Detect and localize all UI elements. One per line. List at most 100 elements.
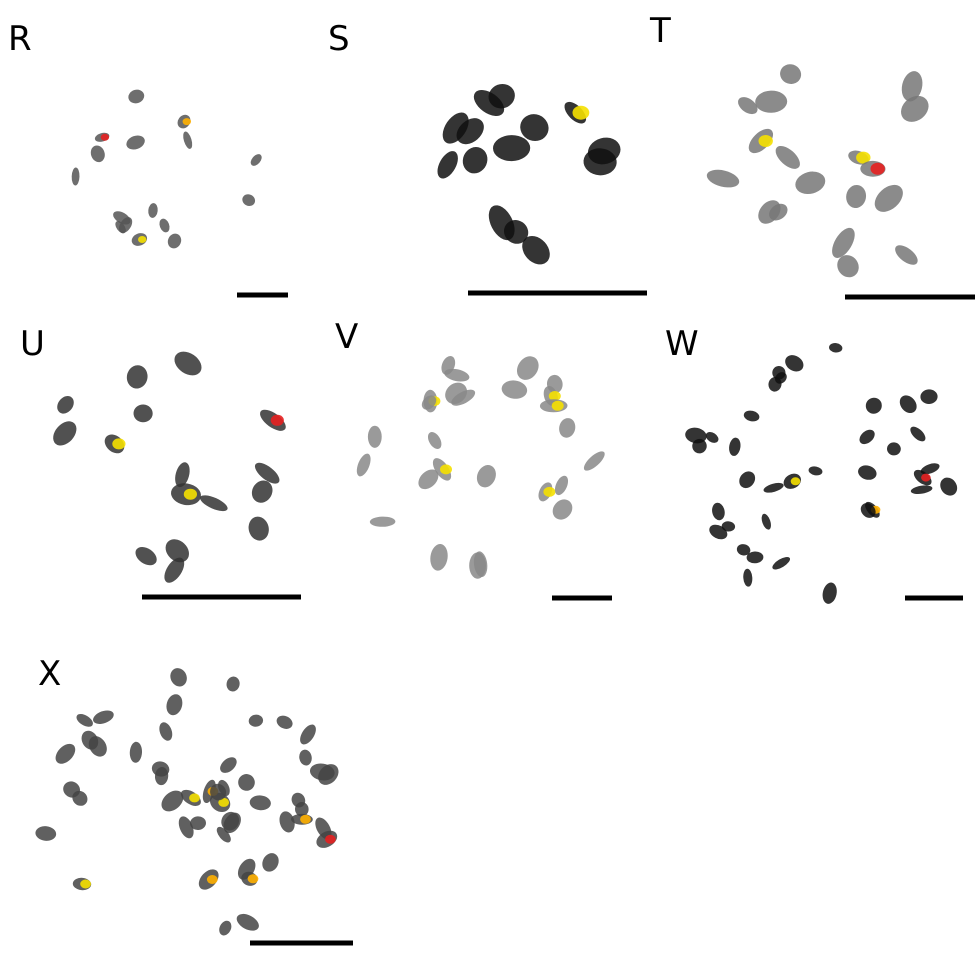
chromosome	[74, 711, 95, 729]
chromosome	[248, 874, 259, 883]
chromosome	[793, 168, 828, 197]
chromosome	[249, 794, 272, 811]
chromosome	[274, 713, 294, 731]
chromosome	[183, 118, 191, 125]
chromosome	[459, 143, 492, 177]
chromosome	[425, 430, 444, 452]
chromosome	[298, 749, 313, 767]
figure: R S T U V W X	[0, 0, 976, 954]
chromosome	[828, 342, 842, 353]
chromosome	[762, 481, 784, 495]
chromosome	[35, 825, 57, 842]
chromosome	[225, 675, 241, 693]
chromosome	[808, 465, 823, 476]
chromosome	[112, 438, 125, 449]
chromosome	[469, 552, 486, 578]
chromosome	[937, 474, 961, 499]
chromosome	[148, 203, 159, 219]
chromosome	[474, 462, 500, 490]
chromosome	[791, 477, 801, 485]
chromosome	[370, 516, 396, 527]
chromosome	[277, 810, 297, 835]
chromosome	[862, 394, 885, 417]
chromosome	[920, 389, 938, 404]
chromosome	[198, 492, 230, 514]
chromosome	[157, 720, 175, 742]
chromosome	[271, 415, 284, 426]
chromosome	[743, 409, 761, 423]
chromosome	[236, 772, 257, 793]
chromosome	[300, 815, 311, 824]
chromosome	[493, 135, 531, 162]
chromosome	[297, 722, 319, 747]
panel-label: R	[8, 19, 32, 59]
chromosome	[129, 741, 142, 763]
chromosome	[429, 543, 450, 572]
chromosome	[246, 514, 271, 542]
chromosome	[127, 88, 146, 105]
chromosome	[170, 347, 206, 380]
chromosome	[552, 401, 564, 411]
chromosome	[240, 192, 257, 208]
chromosome	[354, 452, 373, 479]
chromosome	[856, 463, 878, 482]
chromosome	[921, 474, 931, 482]
chromosome	[440, 464, 452, 474]
chromosome	[500, 379, 528, 401]
panel-label: U	[20, 324, 45, 364]
chromosome	[217, 919, 234, 938]
chromosome	[581, 448, 608, 473]
chromosome	[844, 183, 868, 209]
chromosome	[705, 167, 741, 191]
chromosome	[181, 130, 194, 149]
chromosome	[771, 555, 792, 572]
chromosome	[124, 133, 146, 152]
chromosome	[138, 236, 146, 243]
panel-label: S	[328, 19, 350, 59]
chromosome	[711, 502, 727, 522]
chromosome	[80, 880, 91, 889]
chromosome	[772, 142, 804, 173]
chromosome	[871, 163, 885, 175]
chromosome	[249, 152, 264, 168]
chromosome	[132, 543, 160, 569]
chromosome	[259, 850, 282, 874]
chromosome	[513, 352, 544, 384]
chromosome	[728, 437, 742, 457]
chromosome	[184, 489, 197, 500]
chromosome	[777, 62, 803, 87]
chromosome	[760, 513, 773, 531]
chromosome	[549, 495, 577, 523]
chromosome	[557, 416, 577, 439]
chromosome	[887, 442, 901, 456]
chromosome	[91, 708, 115, 727]
chromosome	[158, 217, 172, 234]
chromosome	[821, 581, 839, 605]
chromosome	[54, 393, 77, 417]
chromosome	[759, 135, 773, 147]
chromosome	[164, 692, 185, 717]
chromosome	[782, 352, 806, 375]
chromosome	[433, 148, 462, 182]
chromosome	[89, 144, 107, 165]
panel-label: T	[649, 11, 671, 51]
panel-label: V	[335, 317, 358, 357]
chromosome	[101, 134, 109, 141]
chromosome	[133, 404, 153, 423]
chromosome	[743, 568, 753, 587]
chromosome	[325, 835, 336, 844]
chromosome	[166, 232, 184, 251]
chromosome	[217, 754, 239, 776]
chromosome	[755, 90, 788, 113]
panel-label: X	[38, 654, 61, 694]
chromosome	[52, 740, 79, 767]
chromosome	[857, 427, 878, 447]
chromosome	[910, 484, 933, 495]
chromosome	[736, 468, 758, 491]
chromosome	[543, 487, 555, 497]
chromosome	[189, 793, 200, 802]
chromosome	[234, 910, 262, 934]
chromosome	[248, 714, 264, 728]
chromosome	[368, 426, 382, 448]
chromosome	[573, 106, 590, 120]
